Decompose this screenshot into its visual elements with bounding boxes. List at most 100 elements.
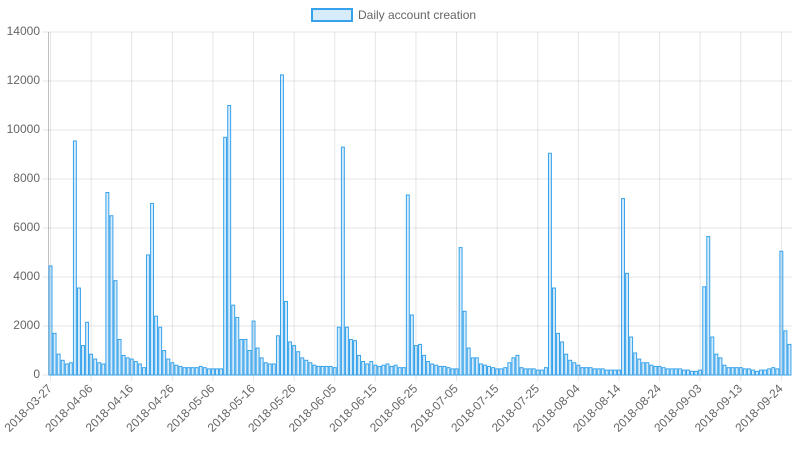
bar xyxy=(738,367,743,376)
bar xyxy=(706,236,711,376)
bar xyxy=(446,367,451,376)
bar xyxy=(576,364,581,376)
bar xyxy=(677,368,682,376)
bar xyxy=(174,364,179,376)
bar xyxy=(304,359,309,376)
bar xyxy=(56,353,61,376)
bar xyxy=(422,354,427,376)
bar xyxy=(759,369,764,376)
bar xyxy=(178,365,183,376)
bar xyxy=(243,338,248,376)
bar xyxy=(198,365,203,376)
bar xyxy=(787,343,792,376)
bar xyxy=(365,363,370,376)
bar xyxy=(353,340,357,376)
bar xyxy=(690,370,694,376)
bar xyxy=(568,359,573,376)
y-tick-label: 2000 xyxy=(13,318,40,332)
bar xyxy=(239,338,244,376)
bar xyxy=(381,364,386,376)
bar xyxy=(584,367,589,376)
bar xyxy=(430,363,435,376)
bar xyxy=(296,351,301,376)
bar xyxy=(292,345,297,376)
bar xyxy=(499,368,504,376)
bar xyxy=(389,365,394,376)
bar xyxy=(665,368,670,376)
bar xyxy=(710,336,715,376)
bar xyxy=(600,368,605,376)
bar xyxy=(271,363,276,376)
bar xyxy=(413,345,418,376)
bar xyxy=(466,347,471,376)
bar xyxy=(320,365,325,376)
y-tick-label: 0 xyxy=(33,367,40,381)
bar xyxy=(275,335,280,376)
bar xyxy=(89,353,94,376)
bar xyxy=(572,362,577,376)
bar xyxy=(190,367,195,376)
bar xyxy=(669,368,674,376)
bar xyxy=(344,326,349,376)
bar xyxy=(52,332,57,376)
y-tick-label: 8000 xyxy=(13,171,40,185)
bar xyxy=(616,369,621,376)
bar xyxy=(779,250,784,376)
bar xyxy=(596,368,601,376)
bar xyxy=(397,367,402,376)
bar xyxy=(722,364,727,376)
bar xyxy=(113,280,118,376)
bar xyxy=(543,367,548,376)
y-tick-label: 4000 xyxy=(13,269,40,283)
bar xyxy=(726,367,731,376)
bar xyxy=(76,287,81,376)
bar xyxy=(637,358,642,376)
bar xyxy=(763,369,768,376)
bar xyxy=(251,320,256,376)
bar xyxy=(442,365,447,376)
bar xyxy=(284,301,288,376)
y-tick-label: 10000 xyxy=(7,122,41,136)
bar xyxy=(625,272,630,376)
bar xyxy=(629,336,634,376)
bar xyxy=(194,367,199,376)
bar xyxy=(340,146,345,376)
bar xyxy=(478,363,483,376)
bar xyxy=(235,316,240,376)
bar xyxy=(121,354,126,376)
bar xyxy=(186,367,191,376)
bar xyxy=(336,326,341,376)
bar xyxy=(85,321,90,376)
bar xyxy=(474,357,479,376)
y-tick-label: 6000 xyxy=(13,220,40,234)
bar xyxy=(349,338,353,376)
bar xyxy=(470,357,475,376)
bar xyxy=(657,365,662,376)
bar xyxy=(491,367,496,376)
bar xyxy=(247,350,252,376)
bar xyxy=(316,365,321,376)
bar xyxy=(162,350,167,376)
bar xyxy=(182,367,187,376)
bar xyxy=(539,369,544,376)
bar xyxy=(409,314,414,376)
bar xyxy=(483,364,487,376)
bar xyxy=(519,367,524,376)
bar xyxy=(223,136,228,376)
bar xyxy=(523,368,528,376)
bar xyxy=(641,362,646,376)
bar xyxy=(450,368,455,376)
bar xyxy=(531,368,536,376)
bar xyxy=(170,362,175,376)
bar xyxy=(645,362,650,376)
bar xyxy=(734,367,739,376)
bar xyxy=(385,363,390,376)
bar xyxy=(288,341,293,376)
bar xyxy=(202,367,207,376)
bar xyxy=(259,357,264,376)
bar xyxy=(694,370,699,376)
bar xyxy=(150,203,154,376)
bar xyxy=(458,247,463,376)
bar xyxy=(511,357,516,376)
bar xyxy=(454,368,459,376)
